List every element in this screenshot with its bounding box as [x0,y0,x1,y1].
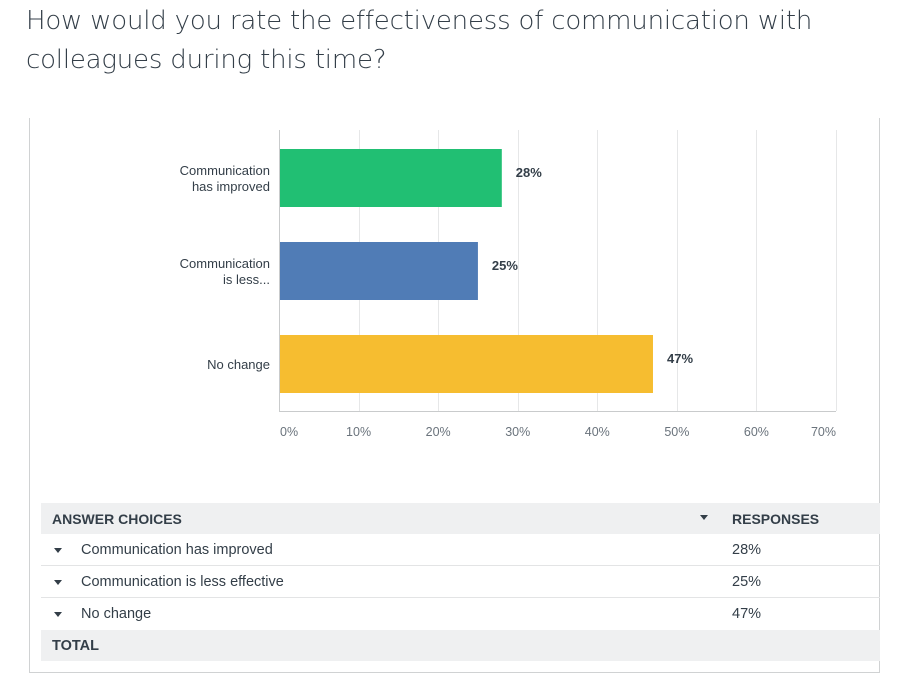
answer-table: ANSWER CHOICES RESPONSES Communication h… [41,503,880,661]
answer-response: 25% [732,574,762,590]
category-label: Communication [180,256,270,271]
data-label: 28% [516,165,542,180]
question-line-1: How would you rate the effectiveness of … [26,6,813,36]
x-tick-label: 60% [744,425,769,439]
expand-caret-icon[interactable] [54,580,62,585]
question-line-2: colleagues during this time? [26,45,387,75]
table-row[interactable]: No change 47% [41,598,880,630]
table-total-row: TOTAL [41,630,880,661]
chart-panel [29,118,880,673]
table-row[interactable]: Communication is less effective 25% [41,566,880,598]
total-label: TOTAL [52,638,99,654]
table-row[interactable]: Communication has improved 28% [41,534,880,566]
category-label: is less... [223,272,270,287]
header-responses: RESPONSES [732,511,820,527]
answer-response: 47% [732,606,762,622]
bar [280,335,653,393]
header-answer-choices: ANSWER CHOICES [52,511,182,527]
question-title: How would you rate the effectiveness of … [26,2,886,80]
category-label: No change [207,357,270,372]
bar [280,149,502,207]
x-tick-label: 20% [426,425,451,439]
data-label: 47% [667,351,693,366]
table-header: ANSWER CHOICES RESPONSES [41,503,880,534]
x-tick-label: 50% [664,425,689,439]
bar-chart: 0% 10% 20% 30% 40% 50% 60% 70%Communicationhas … [180,130,837,439]
answer-choice: No change [81,606,152,622]
expand-caret-icon[interactable] [54,548,62,553]
category-label: Communication [180,163,270,178]
category-label: has improved [192,179,270,194]
x-tick-label: 70% [811,425,836,439]
expand-caret-icon[interactable] [54,612,62,617]
bar [280,242,478,300]
x-tick-label: 40% [585,425,610,439]
answer-choice: Communication has improved [81,542,273,558]
x-tick-label: 30% [505,425,530,439]
data-label: 25% [492,258,518,273]
x-tick-label: 10% [346,425,371,439]
x-tick-label: 0% [280,425,298,439]
answer-response: 28% [732,542,762,558]
sort-caret-icon[interactable] [700,515,708,520]
answer-choice: Communication is less effective [81,574,284,590]
